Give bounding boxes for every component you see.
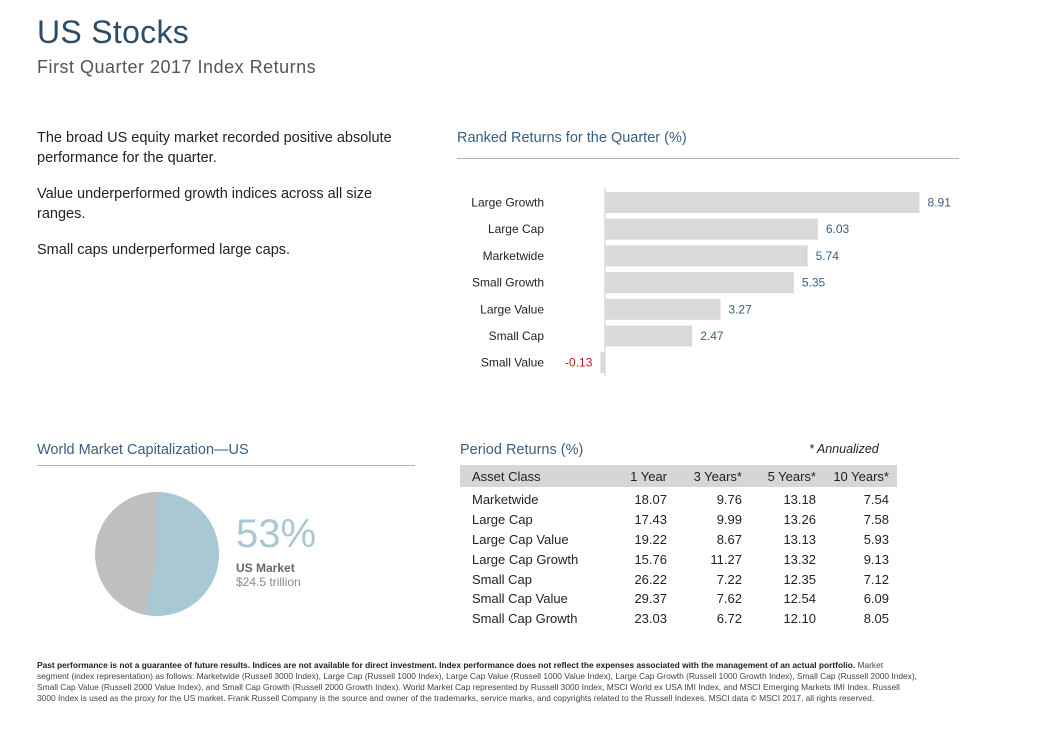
return-cell: 23.03 [634,611,667,627]
return-cell: 29.37 [634,591,667,607]
column-header: 3 Years* [675,465,748,487]
summary-text: The broad US equity market recorded posi… [37,128,407,276]
return-cell: 7.62 [716,591,742,607]
table-row: Large Cap Growth 15.76 11.27 13.32 9.13 [460,549,897,569]
return-cell: 12.35 [783,571,816,587]
disclaimer-lead: Past performance is not a guarantee of f… [37,660,856,670]
table-row: Small Cap 26.22 7.22 12.35 7.12 [460,569,897,589]
table-row: Small Cap Growth 23.03 6.72 12.10 8.05 [460,609,897,629]
return-cell: 7.22 [716,571,742,587]
return-cell: 9.13 [863,551,889,567]
value-label: -0.13 [565,356,593,370]
bar [605,325,693,347]
world-cap-heading: World Market Capitalization—US [37,442,249,458]
category-label: Small Growth [472,276,544,290]
value-label: 3.27 [728,302,752,316]
page-title: US Stocks [37,14,190,50]
table-row: Large Cap 17.43 9.99 13.26 7.58 [460,510,897,530]
annualized-note: * Annualized [809,442,879,456]
column-header: 10 Years* [819,465,897,487]
summary-point: Small caps underperformed large caps. [37,242,291,258]
table-row: Marketwide 18.07 9.76 13.18 7.54 [460,487,897,510]
us-market-size: $24.5 trillion [236,575,301,589]
category-label: Small Cap [489,329,545,343]
return-cell: 8.05 [863,611,889,627]
table-row: Small Cap Value 29.37 7.62 12.54 6.09 [460,589,897,609]
page-subtitle: First Quarter 2017 Index Returns [37,57,317,77]
category-label: Marketwide [483,249,545,263]
summary-point: Value underperformed growth indices acro… [37,186,373,222]
asset-class-cell: Large Cap Growth [472,551,579,567]
us-market-label: US Market [236,561,295,575]
bar [605,298,721,320]
value-label: 8.91 [928,196,952,210]
disclaimer-body: Market segment (index representation) as… [37,660,917,703]
asset-class-cell: Marketwide [472,492,539,508]
column-header: Asset Class [460,465,607,487]
table-header-row: Asset Class 1 Year 3 Years* 5 Years* 10 … [460,465,897,487]
value-label: 2.47 [700,329,724,343]
return-cell: 7.58 [863,512,889,528]
return-cell: 11.27 [710,551,742,567]
pie-svg [95,492,220,616]
world-cap-rule [37,465,415,466]
return-cell: 5.93 [863,531,889,547]
asset-class-cell: Large Cap Value [472,531,569,547]
return-cell: 6.72 [716,611,742,627]
bar [605,272,794,294]
return-cell: 7.12 [863,571,889,587]
ranked-returns-chart: Large Growth 8.91 Large Cap 6.03 Marketwide 5… [471,188,952,376]
return-cell: 17.43 [634,512,667,528]
column-header: 1 Year [607,465,675,487]
disclaimer-footnote: Past performance is not a guarantee of f… [37,660,917,704]
value-label: 5.74 [816,249,840,263]
return-cell: 9.99 [716,512,742,528]
return-cell: 6.09 [863,591,889,607]
return-cell: 8.67 [716,531,742,547]
us-market-pie-chart [95,492,220,616]
bar [605,218,818,240]
ranked-returns-rule [457,158,959,159]
table-row: Large Cap Value 19.22 8.67 13.13 5.93 [460,530,897,550]
return-cell: 13.26 [783,512,816,528]
return-cell: 7.54 [863,492,889,508]
period-returns-heading: Period Returns (%) [460,442,584,458]
asset-class-cell: Small Cap Growth [472,611,578,627]
return-cell: 9.76 [716,492,742,508]
return-cell: 26.22 [634,571,667,587]
asset-class-cell: Small Cap [472,571,532,587]
bar [605,192,920,213]
summary-point: The broad US equity market recorded posi… [37,130,392,166]
us-market-percent: 53% [236,512,317,556]
period-returns-table: Asset Class 1 Year 3 Years* 5 Years* 10 … [460,465,897,629]
bar [605,245,808,267]
return-cell: 13.13 [783,531,816,547]
asset-class-cell: Large Cap [472,512,533,528]
value-label: 5.35 [802,276,826,290]
category-label: Small Value [481,356,544,370]
pie-slice-us [145,492,220,616]
return-cell: 15.76 [634,551,667,567]
return-cell: 13.32 [783,551,816,567]
return-cell: 19.22 [634,531,667,547]
ranked-returns-heading: Ranked Returns for the Quarter (%) [457,130,687,146]
category-label: Large Growth [471,196,544,210]
return-cell: 12.10 [783,611,816,627]
column-header: 5 Years* [748,465,819,487]
value-label: 6.03 [826,222,850,236]
category-label: Large Value [480,302,544,316]
return-cell: 13.18 [783,492,816,508]
asset-class-cell: Small Cap Value [472,591,568,607]
bar [600,352,605,374]
return-cell: 12.54 [783,591,816,607]
return-cell: 18.07 [634,492,667,508]
category-label: Large Cap [488,222,544,236]
